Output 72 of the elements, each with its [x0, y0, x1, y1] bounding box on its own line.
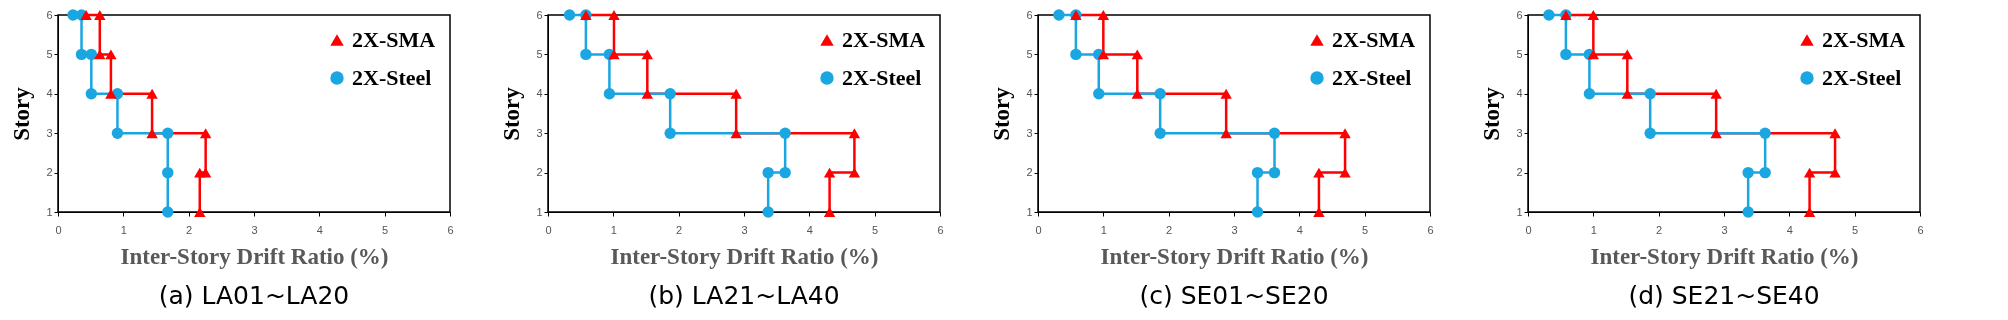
x-tick-label: 6 — [447, 223, 454, 236]
x-tick-label: 2 — [1656, 223, 1663, 236]
y-axis-title: Story — [1479, 86, 1505, 141]
x-tick-label: 3 — [1721, 223, 1728, 236]
y-tick-label: 3 — [46, 126, 53, 139]
y-tick-label: 2 — [1516, 166, 1523, 179]
x-tick-label: 4 — [806, 223, 813, 236]
y-tick-label: 5 — [536, 47, 543, 60]
x-tick-label: 5 — [382, 223, 389, 236]
y-tick-label: 5 — [46, 47, 53, 60]
x-axis-title: Inter-Story Drift Ratio (%) — [120, 243, 389, 269]
y-tick-label: 3 — [1516, 126, 1523, 139]
x-tick-label: 1 — [1590, 223, 1597, 236]
y-tick-label: 1 — [1026, 205, 1033, 218]
text: (c) SE01~SE20 — [1139, 281, 1329, 310]
x-tick-label: 4 — [1296, 223, 1303, 236]
legend-label: 2X-Steel — [352, 65, 432, 90]
y-tick-label: 6 — [536, 8, 543, 21]
x-tick-label: 3 — [251, 223, 258, 236]
x-tick-label: 2 — [1166, 223, 1173, 236]
legend-label: 2X-Steel — [1332, 65, 1412, 90]
x-tick-label: 1 — [120, 223, 127, 236]
text: (b) LA21~LA40 — [648, 281, 840, 310]
x-tick-label: 6 — [1427, 223, 1434, 236]
y-tick-label: 3 — [536, 126, 543, 139]
x-tick-label: 2 — [186, 223, 193, 236]
legend-label: 2X-Steel — [842, 65, 922, 90]
y-tick-label: 5 — [1026, 47, 1033, 60]
y-tick-label: 1 — [1516, 205, 1523, 218]
y-tick-label: 4 — [1026, 87, 1033, 100]
legend-label: 2X-SMA — [842, 27, 926, 52]
y-tick-label: 4 — [536, 87, 543, 100]
y-tick-label: 4 — [46, 87, 53, 100]
text: (d) SE21~SE40 — [1628, 281, 1820, 310]
x-tick-label: 0 — [55, 223, 62, 236]
x-axis-title: Inter-Story Drift Ratio (%) — [610, 243, 879, 269]
y-tick-label: 5 — [1516, 47, 1523, 60]
x-tick-label: 5 — [1362, 223, 1369, 236]
x-axis-title: Inter-Story Drift Ratio (%) — [1590, 243, 1859, 269]
y-tick-label: 6 — [1516, 8, 1523, 21]
y-tick-label: 2 — [1026, 166, 1033, 179]
y-tick-label: 4 — [1516, 87, 1523, 100]
y-tick-label: 1 — [536, 205, 543, 218]
legend-label: 2X-SMA — [1822, 27, 1906, 52]
x-tick-label: 4 — [316, 223, 323, 236]
y-axis-title: Story — [499, 86, 525, 141]
x-tick-label: 3 — [1231, 223, 1238, 236]
y-tick-label: 6 — [1026, 8, 1033, 21]
x-tick-label: 4 — [1786, 223, 1793, 236]
x-tick-label: 1 — [610, 223, 617, 236]
x-axis-title: Inter-Story Drift Ratio (%) — [1100, 243, 1369, 269]
x-tick-label: 0 — [1525, 223, 1532, 236]
x-tick-label: 3 — [741, 223, 748, 236]
x-tick-label: 2 — [676, 223, 683, 236]
x-tick-label: 0 — [1035, 223, 1042, 236]
x-tick-label: 1 — [1100, 223, 1107, 236]
y-tick-label: 1 — [46, 205, 53, 218]
x-tick-label: 6 — [937, 223, 944, 236]
x-tick-label: 5 — [1852, 223, 1859, 236]
legend-label: 2X-Steel — [1822, 65, 1902, 90]
legend-label: 2X-SMA — [1332, 27, 1416, 52]
y-tick-label: 6 — [46, 8, 53, 21]
x-tick-label: 0 — [545, 223, 552, 236]
text: (a) LA01~LA20 — [158, 281, 350, 310]
x-tick-label: 5 — [872, 223, 879, 236]
y-axis-title: Story — [989, 86, 1015, 141]
y-tick-label: 2 — [536, 166, 543, 179]
y-tick-label: 2 — [46, 166, 53, 179]
legend-label: 2X-SMA — [352, 27, 436, 52]
y-tick-label: 3 — [1026, 126, 1033, 139]
x-tick-label: 6 — [1917, 223, 1924, 236]
y-axis-title: Story — [9, 86, 35, 141]
